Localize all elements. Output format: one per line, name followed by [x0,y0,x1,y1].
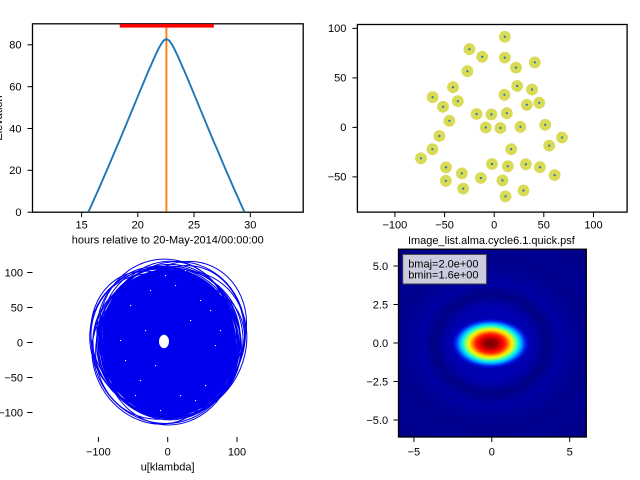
svg-text:40: 40 [9,123,21,135]
svg-text:−50: −50 [4,372,23,384]
svg-text:0: 0 [489,446,495,458]
svg-text:5.0: 5.0 [373,261,388,273]
svg-text:15: 15 [75,219,87,231]
svg-text:50: 50 [11,302,23,314]
svg-text:20: 20 [9,165,21,177]
svg-text:Elevation: Elevation [0,95,5,140]
svg-text:50: 50 [538,219,550,231]
svg-text:−2.5: −2.5 [366,376,388,388]
svg-text:−100: −100 [0,407,23,419]
svg-text:−100: −100 [86,446,111,458]
svg-text:bmin=1.6e+00: bmin=1.6e+00 [408,270,478,282]
svg-text:0: 0 [17,337,23,349]
svg-text:hours relative to 20-May-2014/: hours relative to 20-May-2014/00:00:00 [72,235,264,247]
svg-text:−5: −5 [408,446,421,458]
svg-text:bmaj=2.0e+00: bmaj=2.0e+00 [408,259,478,271]
svg-text:0: 0 [15,207,21,219]
svg-text:100: 100 [584,219,602,231]
svg-text:20: 20 [132,219,144,231]
svg-text:100: 100 [328,23,346,35]
svg-text:2.5: 2.5 [373,299,388,311]
svg-text:0.0: 0.0 [373,338,388,350]
svg-text:u[klambda]: u[klambda] [141,462,195,474]
svg-text:0: 0 [165,446,171,458]
svg-text:30: 30 [244,219,256,231]
svg-text:50: 50 [334,73,346,85]
svg-text:100: 100 [228,446,246,458]
svg-text:25: 25 [188,219,200,231]
svg-text:−100: −100 [383,219,408,231]
svg-text:100: 100 [5,267,23,279]
svg-text:−5.0: −5.0 [366,415,388,427]
svg-text:0: 0 [340,122,346,134]
svg-text:60: 60 [9,82,21,94]
svg-text:80: 80 [9,40,21,52]
svg-text:Image_list.alma.cycle6.1.quick: Image_list.alma.cycle6.1.quick.psf [408,235,576,247]
svg-text:0: 0 [491,219,497,231]
svg-text:−50: −50 [328,172,347,184]
svg-text:−50: −50 [435,219,454,231]
svg-text:5: 5 [567,446,573,458]
